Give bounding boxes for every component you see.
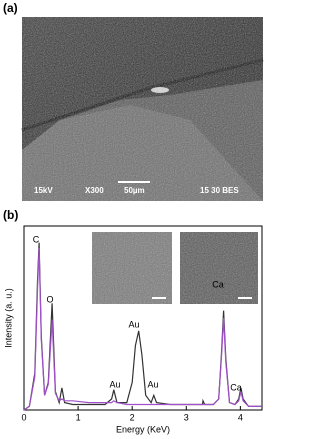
peak-label: C [33, 234, 40, 244]
peak-label: Ca [230, 382, 242, 392]
peak-label: O [46, 294, 53, 304]
spectrum-line [23, 248, 262, 411]
x-tick-label: 0 [21, 412, 26, 422]
x-tick-label: 4 [238, 412, 243, 422]
x-tick-label: 3 [184, 412, 189, 422]
x-tick-label: 2 [130, 412, 135, 422]
plot-frame [23, 225, 263, 411]
peak-label: Au [128, 319, 139, 329]
x-tick-label: 1 [76, 412, 81, 422]
inset-images [92, 232, 258, 304]
peak-label: Ca [212, 279, 224, 289]
peak-label: Au [147, 379, 158, 389]
sem-info: X300 [85, 186, 104, 195]
panel-label: (b) [3, 208, 18, 222]
x-axis-label: Energy (KeV) [116, 424, 170, 434]
panel-label: (a) [3, 1, 18, 15]
peak-label: Au [109, 379, 120, 389]
sem-info: 50µm [124, 186, 145, 195]
figure: (a) 15kV X300 50µm 15 30 BES (b) Energy … [3, 1, 264, 434]
sem-info: 15kV [34, 186, 53, 195]
y-axis-label: Intensity (a. u.) [3, 288, 13, 348]
sem-info: 15 30 BES [200, 186, 239, 195]
sem-image [21, 17, 264, 201]
